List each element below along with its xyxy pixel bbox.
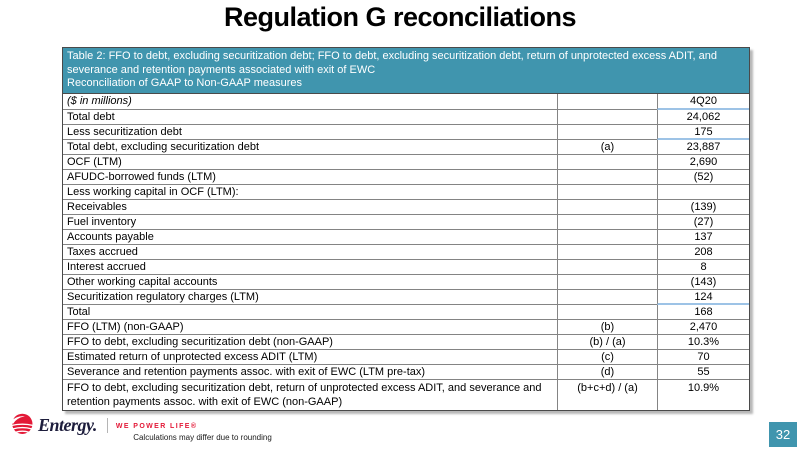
row-label: Less working capital in OCF (LTM): [63,185,557,200]
row-ref-code [557,289,657,305]
row-ref-code [557,244,657,260]
row-label: Total debt [63,110,557,125]
row-ref-code [557,229,657,245]
table-row: ($ in millions) 4Q20 [63,93,749,110]
table-row: Fuel inventory (27) [63,214,749,230]
table-row: Less working capital in OCF (LTM): [63,184,749,200]
row-value: (139) [657,199,749,215]
table-row: FFO (LTM) (non-GAAP) (b) 2,470 [63,319,749,335]
row-value: (52) [657,169,749,185]
row-ref-code [557,93,657,110]
row-value: 2,470 [657,319,749,335]
reconciliation-table: Table 2: FFO to debt, excluding securiti… [62,47,750,411]
table-row: Interest accrued 8 [63,259,749,275]
row-label: Total debt, excluding securitization deb… [63,140,557,155]
row-label: AFUDC-borrowed funds (LTM) [63,170,557,185]
logo-divider [106,417,108,433]
table-row: FFO to debt, excluding securitization de… [63,379,749,410]
table-row: Total debt, excluding securitization deb… [63,139,749,155]
row-label: Fuel inventory [63,215,557,230]
row-ref-code: (b) [557,319,657,335]
table-row: Taxes accrued 208 [63,244,749,260]
row-ref-code [557,124,657,140]
row-value: 208 [657,244,749,260]
row-ref-code [557,109,657,125]
table-row: Estimated return of unprotected excess A… [63,349,749,365]
row-label: Interest accrued [63,260,557,275]
row-ref-code: (b+c+d) / (a) [557,379,657,410]
row-value: 70 [657,349,749,365]
row-label: FFO (LTM) (non-GAAP) [63,320,557,335]
table-header: Table 2: FFO to debt, excluding securiti… [63,48,749,94]
row-ref-code: (a) [557,139,657,155]
page-number: 32 [775,427,791,442]
brand-tagline: WE POWER LIFE® [115,423,198,430]
row-label: FFO to debt, excluding securitization de… [63,335,557,350]
row-value: 168 [657,304,749,320]
row-value: 10.3% [657,334,749,350]
row-value: 24,062 [657,109,749,125]
row-value: 23,887 [657,139,749,155]
unit-label: ($ in millions) [63,94,557,110]
row-ref-code [557,184,657,200]
row-value: 175 [657,124,749,140]
row-value: 137 [657,229,749,245]
row-label: Taxes accrued [63,245,557,260]
entergy-logo-icon [8,412,35,439]
row-ref-code: (d) [557,364,657,380]
footnote: Calculations may differ due to rounding [133,433,272,442]
row-ref-code: (c) [557,349,657,365]
row-ref-code [557,199,657,215]
row-ref-code [557,214,657,230]
row-label: Securitization regulatory charges (LTM) [63,290,557,305]
row-label: Accounts payable [63,230,557,245]
page-title: Regulation G reconciliations [223,2,577,32]
row-value: 8 [657,259,749,275]
row-ref-code: (b) / (a) [557,334,657,350]
table-row: FFO to debt, excluding securitization de… [63,334,749,350]
row-value: 10.9% [657,379,749,410]
row-label: Estimated return of unprotected excess A… [63,350,557,365]
period-column-header: 4Q20 [657,93,749,110]
row-label: Severance and retention payments assoc. … [63,365,557,380]
row-ref-code [557,259,657,275]
row-label: Total [63,305,557,320]
row-ref-code [557,169,657,185]
row-ref-code [557,274,657,290]
row-value: 2,690 [657,154,749,170]
row-ref-code [557,154,657,170]
table-row: Other working capital accounts (143) [63,274,749,290]
table-row: OCF (LTM) 2,690 [63,154,749,170]
row-value: 55 [657,364,749,380]
row-ref-code [557,304,657,320]
row-label: FFO to debt, excluding securitization de… [67,381,542,408]
table-row: Securitization regulatory charges (LTM) … [63,289,749,305]
row-value: (143) [657,274,749,290]
table-row: Receivables (139) [63,199,749,215]
row-label: Less securitization debt [63,125,557,140]
table-row: Total debt 24,062 [63,109,749,125]
row-value: 124 [657,289,749,305]
table-header-caption: Table 2: FFO to debt, excluding securiti… [67,50,717,76]
row-label: Receivables [63,200,557,215]
table-row: AFUDC-borrowed funds (LTM) (52) [63,169,749,185]
entergy-wordmark: Entergy. [38,414,97,435]
entergy-logo: Entergy. WE POWER LIFE® [8,410,197,440]
table-row: Total 168 [63,304,749,320]
table-header-subcaption: Reconciliation of GAAP to Non-GAAP measu… [67,77,302,90]
table-row: Less securitization debt 175 [63,124,749,140]
table-row: Accounts payable 137 [63,229,749,245]
row-value [657,184,749,200]
row-label: Other working capital accounts [63,275,557,290]
row-value: (27) [657,214,749,230]
row-label: OCF (LTM) [63,155,557,170]
table-row: Severance and retention payments assoc. … [63,364,749,380]
page-number-badge: 32 [769,422,797,447]
